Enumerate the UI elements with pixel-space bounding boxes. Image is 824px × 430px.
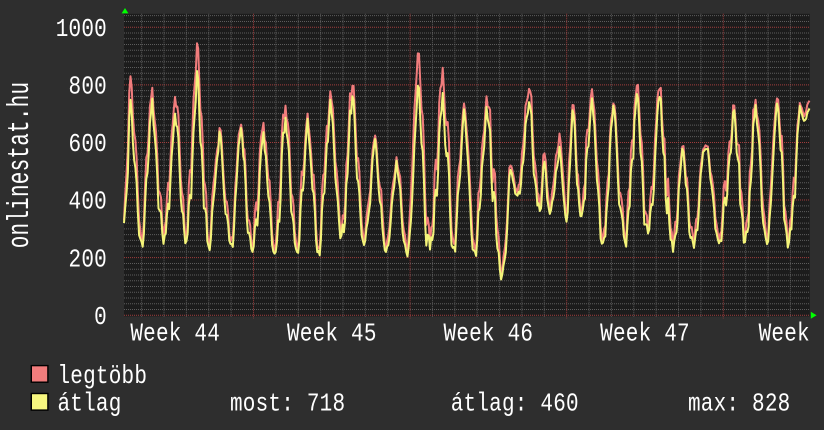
svg-text:Week: Week — [759, 321, 810, 349]
svg-text:átlag: átlag — [58, 391, 122, 419]
svg-text:most: 718: most: 718 — [230, 391, 345, 419]
svg-text:400: 400 — [69, 189, 107, 217]
svg-text:Week 46: Week 46 — [444, 321, 534, 349]
svg-text:Week 47: Week 47 — [600, 321, 690, 349]
svg-text:átlag: 460: átlag: 460 — [451, 391, 579, 419]
svg-text:1000: 1000 — [56, 16, 107, 44]
svg-text:max: 828: max: 828 — [688, 391, 791, 419]
svg-text:0: 0 — [94, 304, 107, 332]
svg-text:legtöbb: legtöbb — [58, 363, 148, 391]
svg-text:600: 600 — [69, 131, 107, 159]
svg-text:Week 45: Week 45 — [287, 321, 377, 349]
svg-text:onlinestat.hu: onlinestat.hu — [2, 82, 37, 249]
svg-text:800: 800 — [69, 74, 107, 102]
svg-text:200: 200 — [69, 247, 107, 275]
svg-text:Week 44: Week 44 — [130, 321, 220, 349]
